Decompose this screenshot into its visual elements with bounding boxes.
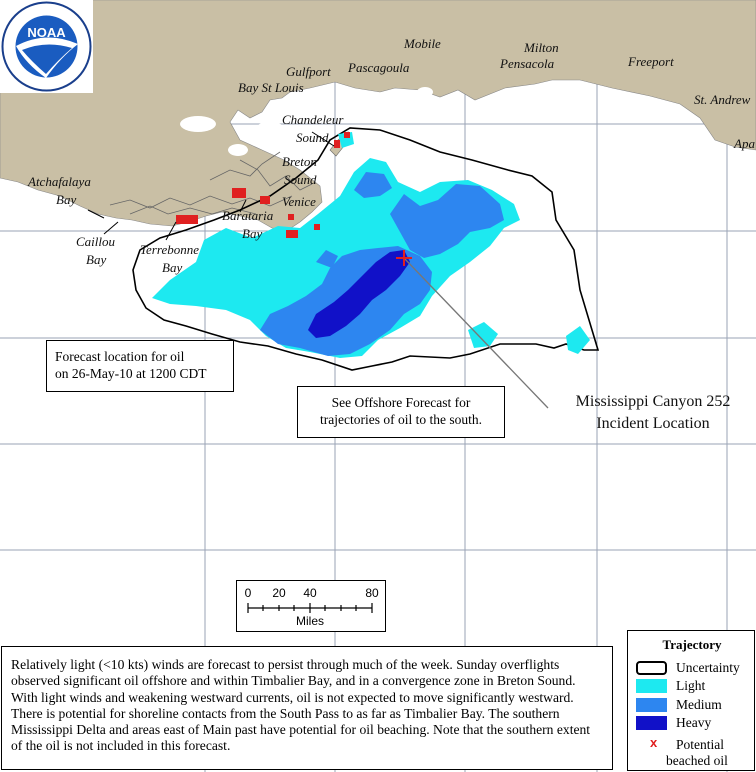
- incident-line-2: Incident Location: [596, 415, 710, 432]
- label-caillou: Caillou: [76, 234, 116, 249]
- uncertainty-boundary: [132, 127, 600, 371]
- trajectory-legend: Trajectory Uncertainty Light Medium Heav…: [627, 630, 755, 771]
- gulf-coast-land: [0, 0, 756, 231]
- scale-bar: 0 20 40 80 Miles: [236, 580, 386, 632]
- label-caillou-bay: Bay: [86, 252, 106, 267]
- noaa-logo: NOAA: [0, 0, 93, 93]
- label-mobile: Mobile: [403, 36, 441, 51]
- label-chandeleur: Chandeleur: [282, 112, 344, 127]
- scale-tick-80: 80: [365, 586, 379, 600]
- label-barataria: Barataria: [222, 208, 274, 223]
- legend-label-heavy: Heavy: [676, 715, 712, 730]
- incident-leader-line: [403, 257, 549, 409]
- incident-line-1: Mississippi Canyon 252: [575, 393, 731, 410]
- scale-tick-0: 0: [245, 586, 252, 600]
- offshore-forecast-box: See Offshore Forecast for trajectories o…: [297, 386, 505, 438]
- scale-tick-20: 20: [272, 586, 286, 600]
- label-pascagoula: Pascagoula: [347, 60, 410, 75]
- coastline-land: [0, 0, 756, 231]
- heavy-oil-areas: [308, 250, 410, 338]
- offshore-line-1: See Offshore Forecast for: [331, 395, 471, 410]
- medium-swatch: [636, 698, 667, 712]
- legend-title: Trajectory: [662, 637, 722, 652]
- legend-label-beached-2: beached oil: [666, 753, 728, 768]
- beached-x-icon: x: [650, 735, 658, 750]
- scale-unit: Miles: [296, 614, 324, 628]
- label-bay-st-louis: Bay St Louis: [238, 80, 304, 95]
- legend-label-medium: Medium: [676, 697, 722, 712]
- heavy-swatch: [636, 716, 667, 730]
- label-pensacola: Pensacola: [499, 56, 555, 71]
- label-venice: Venice: [282, 194, 316, 209]
- legend-label-light: Light: [676, 678, 706, 693]
- label-milton: Milton: [523, 40, 559, 55]
- noaa-logo-text: NOAA: [27, 25, 66, 40]
- light-swatch: [636, 679, 667, 693]
- label-terrebonne-bay: Bay: [162, 260, 182, 275]
- place-labels: Mobile Milton Pensacola Freeport Gulfpor…: [27, 36, 755, 275]
- bay-pointer-lines: [87, 131, 335, 241]
- legend-label-beached-1: Potential: [676, 737, 724, 752]
- legend-label-uncertainty: Uncertainty: [676, 660, 740, 675]
- label-chandeleur-sound: Sound: [296, 130, 329, 145]
- label-terrebonne: Terrebonne: [140, 242, 199, 257]
- label-barataria-bay: Bay: [242, 226, 262, 241]
- forecast-location-box: Forecast location for oil on 26-May-10 a…: [46, 340, 234, 392]
- label-freeport: Freeport: [627, 54, 674, 69]
- forecast-line-2: on 26-May-10 at 1200 CDT: [55, 366, 207, 381]
- label-breton: Breton: [282, 154, 317, 169]
- offshore-line-2: trajectories of oil to the south.: [320, 412, 482, 427]
- incident-marker-icon: [396, 250, 412, 266]
- uncertainty-swatch: [636, 661, 667, 675]
- incident-location-label: Mississippi Canyon 252 Incident Location: [548, 391, 756, 435]
- label-atchafalaya-bay: Bay: [56, 192, 76, 207]
- forecast-notes: Relatively light (<10 kts) winds are for…: [1, 646, 613, 770]
- label-atchafalaya: Atchafalaya: [27, 174, 91, 189]
- forecast-notes-text: Relatively light (<10 kts) winds are for…: [11, 657, 591, 754]
- label-gulfport: Gulfport: [286, 64, 331, 79]
- label-breton-sound: Sound: [284, 172, 317, 187]
- beached-oil-areas: [176, 132, 350, 238]
- forecast-line-1: Forecast location for oil: [55, 349, 185, 364]
- label-st-andrew: St. Andrew: [694, 92, 751, 107]
- label-apa: Apa: [733, 136, 755, 151]
- scale-tick-40: 40: [303, 586, 317, 600]
